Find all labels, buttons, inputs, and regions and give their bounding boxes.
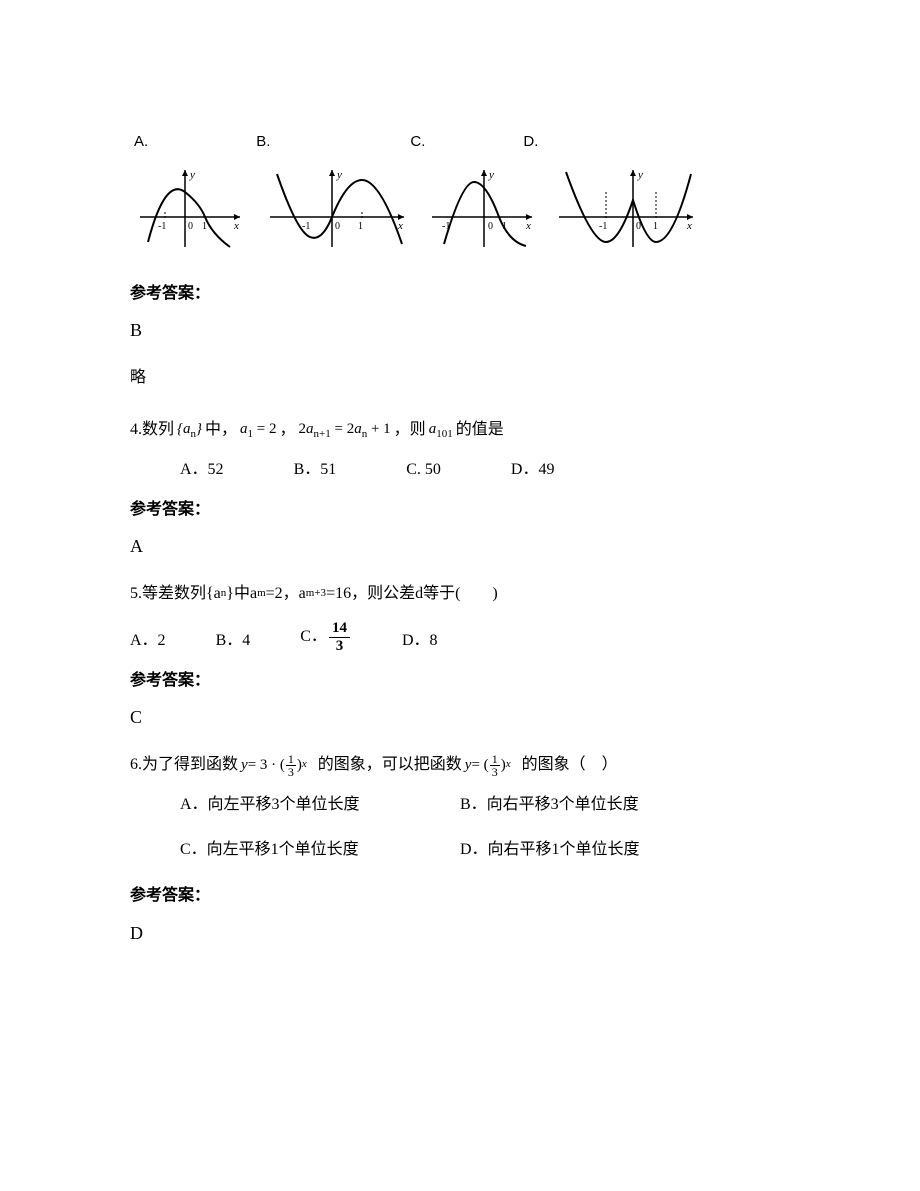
q6-t1: 为了得到函数 bbox=[142, 752, 238, 778]
q6-opt-a: A．向左平移3个单位长度 bbox=[180, 792, 460, 818]
q3-label-d: D. bbox=[523, 130, 538, 154]
tick-0: 0 bbox=[188, 221, 193, 232]
q6-question: 6. 为了得到函数 y = 3 · ( 1 3 )x 的图象，可以把函数 y =… bbox=[130, 752, 790, 778]
q4-opt-c: C. 50 bbox=[406, 457, 441, 483]
graph-d: y x -1 0 1 bbox=[551, 162, 701, 261]
axis-x-label: x bbox=[686, 220, 692, 232]
q3-label-a: A. bbox=[134, 130, 148, 154]
q4-t4: ，则 bbox=[394, 417, 426, 443]
q6-opt-c: C．向左平移1个单位长度 bbox=[180, 837, 460, 863]
q4-question: 4. 数列 {an} 中， a1 = 2 ， 22aan+1 = 2an + 1… bbox=[130, 417, 790, 444]
axis-x-label: x bbox=[233, 220, 239, 232]
q3-graphs: y x -1 0 1 y x -1 0 1 bbox=[130, 162, 790, 261]
q4-t5: 的值是 bbox=[456, 417, 504, 443]
q4-answer-label: 参考答案： bbox=[130, 497, 790, 523]
q3-answer-label: 参考答案： bbox=[130, 281, 790, 307]
q5-options: A．2 B．4 C． 14 3 D．8 bbox=[130, 621, 790, 654]
graph-a: y x -1 0 1 bbox=[130, 162, 250, 261]
axis-y-label: y bbox=[637, 169, 643, 181]
tick-1: 1 bbox=[653, 221, 658, 232]
axis-x-label: x bbox=[525, 220, 531, 232]
q5-t1: 等差数列{a bbox=[142, 581, 221, 607]
tick-1: 1 bbox=[202, 221, 207, 232]
q6-answer-label: 参考答案： bbox=[130, 883, 790, 909]
q6-opt-b: B．向右平移3个单位长度 bbox=[460, 792, 740, 818]
q4-t2: 中， bbox=[205, 417, 237, 443]
q6-t3: 的图象（ ） bbox=[522, 752, 618, 778]
q6-opt-d: D．向右平移1个单位长度 bbox=[460, 837, 740, 863]
q4-opt-d: D．49 bbox=[511, 457, 555, 483]
q5-t4: =16，则公差d等于( ) bbox=[326, 581, 498, 607]
axis-y-label: y bbox=[488, 169, 494, 181]
q5-opt-c-frac: 14 3 bbox=[329, 621, 350, 654]
q6-answer: D bbox=[130, 919, 790, 948]
q6-t2: 的图象，可以把函数 bbox=[318, 752, 462, 778]
q4-opt-b: B．51 bbox=[294, 457, 337, 483]
q5-opt-c: C． 14 3 bbox=[300, 621, 352, 654]
axis-y-label: y bbox=[336, 169, 342, 181]
q6-options: A．向左平移3个单位长度 B．向右平移3个单位长度 C．向左平移1个单位长度 D… bbox=[180, 792, 790, 863]
q3-label-c: C. bbox=[410, 130, 425, 154]
tick-0: 0 bbox=[335, 221, 340, 232]
q4-t3: ， bbox=[280, 417, 296, 443]
q5-answer-label: 参考答案： bbox=[130, 668, 790, 694]
q5-answer: C bbox=[130, 703, 790, 732]
q4-answer: A bbox=[130, 532, 790, 561]
q6-num: 6. bbox=[130, 752, 142, 778]
q5-num: 5. bbox=[130, 581, 142, 607]
q4-opt-a: A．52 bbox=[180, 457, 224, 483]
graph-b: y x -1 0 1 bbox=[262, 162, 412, 261]
tick-neg1: -1 bbox=[599, 221, 607, 232]
q3-answer: B bbox=[130, 316, 790, 345]
q5-t3: =2，a bbox=[266, 581, 306, 607]
q4-num: 4. bbox=[130, 417, 142, 443]
q3-label-b: B. bbox=[256, 130, 270, 154]
q5-question: 5. 等差数列{an }中am =2，am+3 =16，则公差d等于( ) bbox=[130, 581, 790, 607]
q5-opt-d: D．8 bbox=[402, 628, 438, 654]
axis-y-label: y bbox=[189, 169, 195, 181]
tick-1: 1 bbox=[358, 221, 363, 232]
q4-options: A．52 B．51 C. 50 D．49 bbox=[180, 457, 790, 483]
q5-opt-b: B．4 bbox=[216, 628, 251, 654]
q4-t1: 数列 bbox=[142, 417, 174, 443]
tick-0: 0 bbox=[488, 221, 493, 232]
q5-t2: }中a bbox=[226, 581, 257, 607]
tick-neg1: -1 bbox=[158, 221, 166, 232]
q3-brief: 略 bbox=[130, 365, 790, 391]
q5-opt-a: A．2 bbox=[130, 628, 166, 654]
graph-c: y x -1 0 1 bbox=[424, 162, 539, 261]
q3-option-labels: A. B. C. D. bbox=[130, 130, 790, 154]
